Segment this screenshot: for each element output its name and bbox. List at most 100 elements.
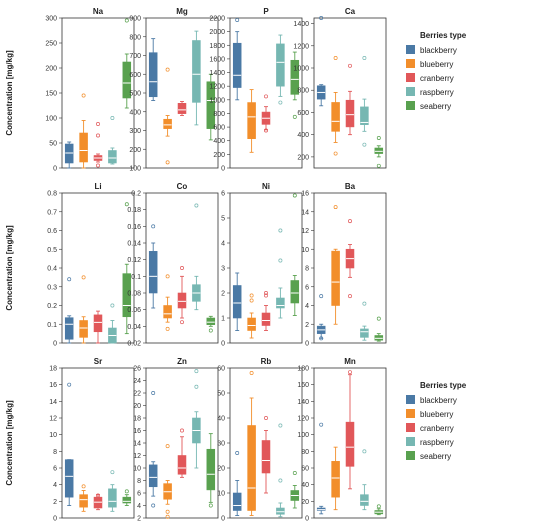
y-tick-label: 0.7	[47, 209, 57, 216]
box-iqr	[148, 52, 158, 98]
y-tick-label: 800	[129, 34, 141, 41]
y-tick-label: 700	[129, 53, 141, 60]
y-tick-label: 0.16	[127, 224, 141, 231]
panel-rb: Rb 0 10 20 30 40 50 60	[217, 357, 303, 523]
box-iqr	[163, 118, 172, 129]
y-tick-label: 1000	[293, 66, 309, 73]
y-tick-label: 0	[305, 341, 309, 348]
y-tick-label: 14	[133, 441, 141, 448]
outlier-point	[151, 503, 156, 508]
panel-title: P	[263, 7, 269, 16]
box-blueberry	[331, 56, 340, 156]
legend-title: Berries type	[420, 381, 467, 390]
y-tick-label: 300	[129, 128, 141, 135]
panel-sr: Sr 0 2 4 6 8 10 12 14 16 18	[49, 357, 135, 523]
box-iqr	[331, 461, 340, 498]
y-axis-label: Concentration [mg/kg]	[5, 400, 14, 486]
legend-swatch	[406, 451, 415, 460]
outlier-point	[249, 371, 254, 375]
box-blackberry	[316, 16, 326, 107]
legend-title: Berries type	[420, 31, 467, 40]
outlier-point	[348, 370, 352, 375]
box-seaberry	[206, 433, 216, 508]
box-blackberry	[232, 272, 242, 331]
box-blueberry	[331, 205, 340, 325]
y-tick-label: 140	[297, 399, 309, 406]
box-raspberry	[360, 449, 369, 511]
outlier-point	[376, 504, 381, 509]
y-tick-label: 14	[49, 399, 57, 406]
y-tick-label: 2	[305, 322, 309, 329]
panel-na: Na 0 50 100 150 200 250 300	[45, 7, 135, 173]
outlier-point	[333, 205, 338, 210]
y-tick-label: 0	[53, 341, 57, 348]
y-tick-label: 1200	[293, 43, 309, 50]
box-iqr	[192, 40, 201, 103]
y-tick-label: 0.02	[127, 341, 141, 348]
y-tick-label: 50	[217, 391, 225, 398]
panel-title: Co	[177, 182, 188, 191]
outlier-point	[362, 142, 367, 147]
y-tick-label: 10	[133, 466, 141, 473]
outlier-point	[376, 163, 381, 168]
y-tick-label: 6	[305, 284, 309, 291]
outlier-point	[110, 116, 115, 120]
y-tick-label: 300	[45, 16, 57, 23]
box-seaberry	[374, 316, 384, 342]
panel-title: Li	[94, 182, 101, 191]
box-blackberry	[148, 391, 158, 508]
box-blackberry	[316, 294, 326, 341]
box-blackberry	[148, 224, 158, 309]
legend-swatch	[406, 395, 415, 404]
outlier-point	[124, 489, 129, 494]
box-iqr	[247, 425, 256, 511]
box-raspberry	[276, 228, 285, 319]
y-tick-label: 6	[53, 466, 57, 473]
box-iqr	[206, 317, 216, 325]
y-tick-label: 400	[129, 109, 141, 116]
box-blueberry	[79, 275, 88, 344]
outlier-point	[110, 470, 115, 475]
y-tick-label: 16	[49, 382, 57, 389]
box-iqr	[261, 312, 271, 326]
outlier-point	[235, 451, 240, 455]
outlier-point	[208, 328, 213, 333]
y-tick-label: 1000	[209, 97, 225, 104]
box-iqr	[177, 455, 187, 475]
box-raspberry	[108, 470, 117, 512]
box-cranberry	[345, 219, 355, 299]
box-iqr	[232, 42, 242, 88]
box-raspberry	[108, 303, 117, 344]
outlier-point	[151, 224, 156, 229]
outlier-point	[194, 384, 199, 389]
y-tick-label: 60	[217, 366, 225, 373]
y-tick-label: 8	[53, 449, 57, 456]
outlier-point	[165, 326, 170, 331]
outlier-point	[249, 293, 254, 298]
box-cranberry	[261, 416, 271, 494]
box-iqr	[206, 448, 216, 491]
outlier-point	[319, 422, 324, 427]
outlier-point	[348, 219, 352, 224]
y-tick-label: 900	[129, 16, 141, 23]
box-blueberry	[163, 67, 172, 165]
y-tick-label: 8	[137, 478, 141, 485]
box-iqr	[247, 317, 256, 331]
y-tick-label: 0	[221, 166, 225, 173]
y-tick-label: 400	[297, 132, 309, 139]
outlier-point	[165, 67, 170, 72]
outlier-point	[165, 274, 170, 279]
plot-frame	[229, 17, 303, 169]
legend-item: raspberry	[420, 438, 454, 447]
legend-item: cranberry	[420, 424, 454, 433]
y-tick-label: 0.1	[47, 322, 57, 329]
y-tick-label: 200	[45, 66, 57, 73]
outlier-point	[67, 277, 72, 282]
y-tick-label: 600	[129, 72, 141, 79]
box-cranberry	[93, 310, 103, 344]
legend-swatch	[406, 437, 415, 446]
outlier-point	[194, 369, 199, 374]
outlier-point	[362, 56, 367, 60]
y-tick-label: 2000	[209, 29, 225, 36]
y-tick-label: 100	[129, 166, 141, 173]
